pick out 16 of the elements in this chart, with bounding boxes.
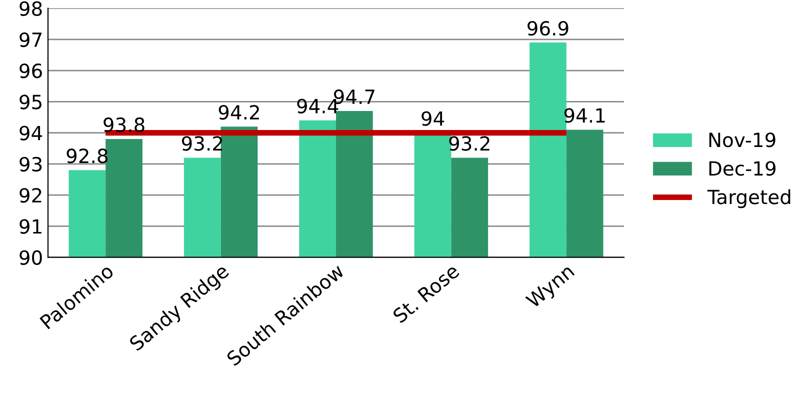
y-tick-label: 92 [20,188,42,203]
data-label: 94 [422,111,444,126]
data-label: 93.8 [104,117,144,132]
legend-label: Nov-19 [709,132,776,148]
y-tick-label: 91 [20,219,42,234]
y-tick-label: 94 [20,126,42,140]
y-tick-label: 96 [20,64,42,78]
y-tick-label: 98 [20,1,42,16]
y-tick-label: 95 [20,94,42,110]
data-label: 94.2 [218,104,259,120]
data-label: 96.9 [528,20,568,36]
legend-label: Dec-19 [709,161,776,176]
legend-label: Targeted [707,189,790,208]
y-tick-label: 97 [20,32,42,48]
y-tick-label: 93 [20,156,42,172]
y-tick-label: 90 [20,250,42,265]
